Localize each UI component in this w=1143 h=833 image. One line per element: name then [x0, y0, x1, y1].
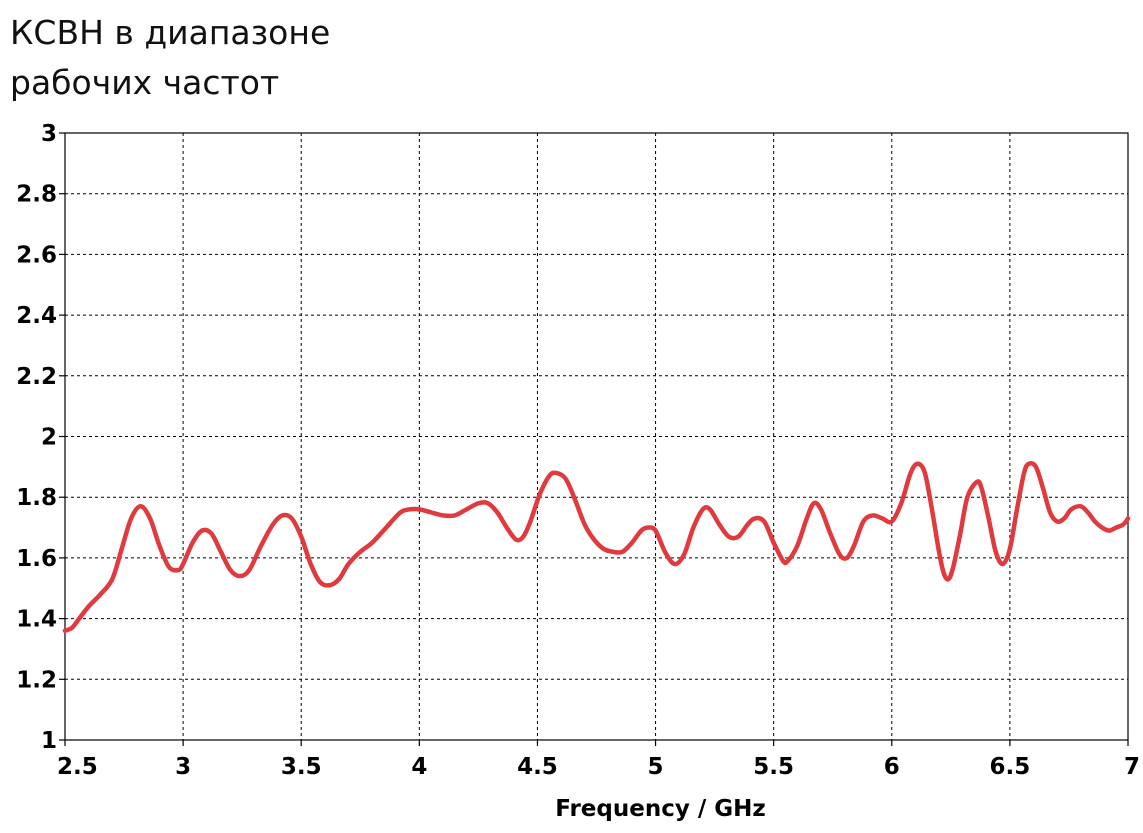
chart-title: КСВН в диапазоне рабочих частот — [10, 8, 330, 108]
x-tick-label: 4.5 — [517, 754, 558, 780]
chart-title-line-1: КСВН в диапазоне — [10, 13, 331, 52]
x-tick-label: 2.5 — [57, 754, 98, 780]
x-tick-label: 6.5 — [990, 754, 1031, 780]
y-tick-label: 1.2 — [16, 667, 57, 693]
y-tick-label: 2.2 — [16, 364, 57, 390]
y-tick-label: 2.4 — [16, 303, 57, 329]
y-tick-label: 1.4 — [16, 607, 57, 633]
y-tick-label: 1 — [41, 728, 57, 754]
plot-frame — [64, 132, 1129, 741]
y-tick-label: 1.8 — [16, 485, 57, 511]
x-tick-label: 7 — [1124, 754, 1140, 780]
y-tick-label: 2 — [41, 425, 57, 451]
x-tick-label: 4 — [411, 754, 427, 780]
y-tick-label: 2.8 — [16, 182, 57, 208]
series-line — [62, 461, 1131, 633]
x-axis-ticks: 2.5 3 3.5 4 4.5 5 5.5 6 6.5 7 — [57, 740, 1140, 780]
x-tick-label: 5.5 — [753, 754, 794, 780]
x-tick-label: 3 — [175, 754, 191, 780]
x-tick-label: 3.5 — [281, 754, 322, 780]
x-tick-label: 5 — [648, 754, 664, 780]
y-tick-label: 2.6 — [16, 242, 57, 268]
chart-title-line-2: рабочих частот — [10, 63, 280, 102]
y-axis-ticks: 1 1.2 1.4 1.6 1.8 2 2.2 2.4 2.6 2.8 3 — [16, 121, 65, 754]
x-axis-label: Frequency / GHz — [555, 796, 766, 822]
y-tick-label: 1.6 — [16, 546, 57, 572]
y-tick-label: 3 — [41, 121, 57, 147]
grid — [65, 133, 1128, 740]
x-tick-label: 6 — [884, 754, 900, 780]
